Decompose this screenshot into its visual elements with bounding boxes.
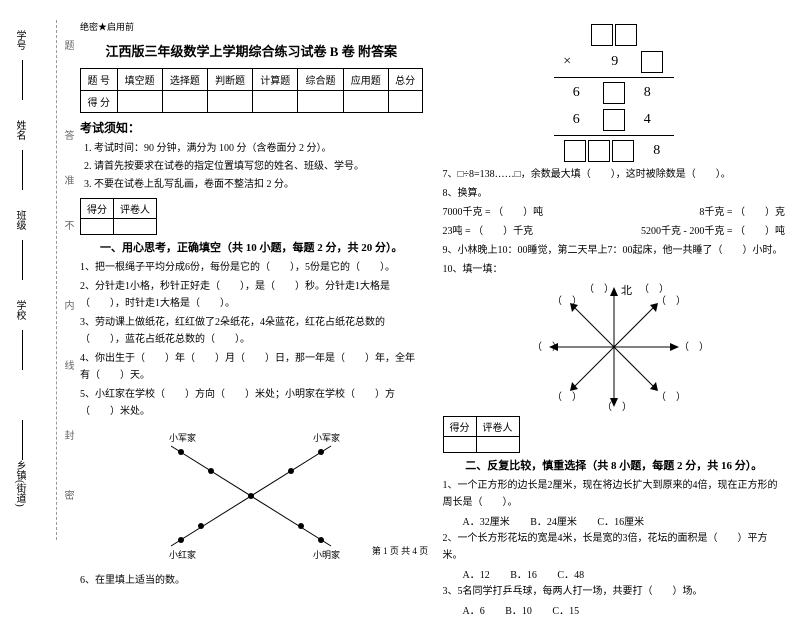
digit-box (615, 24, 637, 46)
score-label: 得分 (81, 199, 114, 219)
s2q1-opts: A．32厘米 B．24厘米 C．16厘米 (463, 513, 786, 528)
th: 填空题 (117, 69, 162, 91)
q5: 5、小红家在学校（ ）方向（ ）米处；小明家在学校（ ）方（ ）米处。 (80, 386, 423, 420)
score-table: 题 号 填空题 选择题 判断题 计算题 综合题 应用题 总分 得 分 (80, 68, 423, 113)
digit-box (603, 82, 625, 104)
right-column: × 9 6 8 6 4 8 7、□÷8=138……□，余数最大填（ ），这时被除… (443, 20, 786, 617)
s2q3-opts: A．6 B．10 C．15 (463, 602, 786, 617)
svg-text:（ ）: （ ） (552, 391, 582, 403)
compass-diagram: 北 （ ）（ ） （ ）（ ） （ ）（ ） （ ）（ ） （ ） (524, 282, 704, 412)
mark: 内 (60, 300, 75, 310)
q4: 4、你出生于（ ）年（ ）月（ ）日，那一年是（ ）年，全年有（ ）天。 (80, 350, 423, 384)
section-score-table: 得分评卷人 (80, 198, 157, 235)
field-xiangzhen: 乡镇(街道) (12, 460, 27, 507)
notice-list: 考试时间：90 分钟，满分为 100 分（含卷面分 2 分）。 请首先按要求在试… (94, 140, 423, 194)
mark: 题 (60, 40, 75, 50)
binding-dashed-line (56, 20, 57, 540)
field-line (22, 60, 23, 100)
mark: 准 (60, 175, 75, 185)
page-footer: 第 1 页 共 4 页 (0, 544, 800, 557)
field-xingming: 姓名 (12, 120, 27, 140)
mark: 封 (60, 430, 75, 440)
digit-box (588, 140, 610, 162)
svg-text:（ ）: （ ） (552, 295, 582, 307)
q3: 3、劳动课上做纸花，红红做了2朵纸花，4朵蓝花，红花占纸花总数的（ ），蓝花占纸… (80, 314, 423, 348)
notice-item: 不要在试卷上乱写乱画，卷面不整洁扣 2 分。 (94, 176, 423, 194)
q8c: 23吨 = （ ）千克 (443, 223, 534, 240)
digit-box (603, 109, 625, 131)
field-line (22, 420, 23, 460)
th: 判断题 (207, 69, 252, 91)
score-label: 得分 (443, 417, 476, 437)
digit-box (564, 140, 586, 162)
q8d: 5200千克 - 200千克 = （ ）吨 (641, 223, 785, 240)
binding-margin: 题 答 准 不 内 线 封 密 学号 姓名 班级 学校 乡镇(街道) (8, 0, 73, 565)
mark: 答 (60, 130, 75, 140)
th: 题 号 (81, 69, 118, 91)
calc-rule (554, 77, 674, 78)
field-line (22, 150, 23, 190)
grader-label: 评卷人 (114, 199, 157, 219)
digit-box (612, 140, 634, 162)
exam-title: 江西版三年级数学上学期综合练习试卷 B 卷 附答案 (80, 41, 423, 60)
field-xuehao: 学号 (12, 30, 27, 50)
svg-text:（ ）: （ ） (656, 391, 686, 403)
q8: 8、换算。 (443, 185, 786, 202)
q8a: 7000千克 = （ ）吨 (443, 204, 544, 221)
q7: 7、□÷8=138……□，余数最大填（ ），这时被除数是（ ）。 (443, 166, 786, 183)
section1-title: 一、用心思考，正确填空（共 10 小题，每题 2 分，共 20 分）。 (80, 239, 423, 255)
field-line (22, 330, 23, 370)
mark: 线 (60, 360, 75, 370)
digit-box (591, 24, 613, 46)
q1: 1、把一根绳子平均分成6份，每份是它的（ ），5份是它的（ ）。 (80, 259, 423, 276)
grader-label: 评卷人 (476, 417, 519, 437)
svg-text:（ ）: （ ） (656, 295, 686, 307)
multiplication-problem: × 9 6 8 6 4 8 (443, 23, 786, 163)
left-column: 绝密★启用前 江西版三年级数学上学期综合练习试卷 B 卷 附答案 题 号 填空题… (80, 20, 423, 617)
svg-text:（ ）: （ ） (602, 401, 632, 412)
notice-item: 请首先按要求在试卷的指定位置填写您的姓名、班级、学号。 (94, 158, 423, 176)
svg-text:（ ）: （ ） (584, 283, 614, 295)
table-row: 题 号 填空题 选择题 判断题 计算题 综合题 应用题 总分 (81, 69, 423, 91)
s2q2-opts: A．12 B．16 C．48 (463, 566, 786, 581)
mark: 密 (60, 490, 75, 500)
field-line (22, 240, 23, 280)
s2q1: 1、一个正方形的边长是2厘米，现在将边长扩大到原来的4倍，现在正方形的周长是（ … (443, 477, 786, 511)
secrecy-label: 绝密★启用前 (80, 20, 423, 33)
q6: 6、在里填上适当的数。 (80, 572, 423, 589)
north-label: 北 (621, 284, 632, 297)
th: 选择题 (162, 69, 207, 91)
q9: 9、小林晚上10：00睡觉，第二天早上7：00起床，他一共睡了（ ）小时。 (443, 242, 786, 259)
svg-text:（ ）: （ ） (532, 341, 562, 353)
q8-row: 23吨 = （ ）千克 5200千克 - 200千克 = （ ）吨 (443, 223, 786, 240)
notice-item: 考试时间：90 分钟，满分为 100 分（含卷面分 2 分）。 (94, 140, 423, 158)
field-banji: 班级 (12, 210, 27, 230)
svg-text:（ ）: （ ） (639, 283, 669, 295)
digit-box (641, 51, 663, 73)
q10: 10、填一填： (443, 261, 786, 278)
mark: 不 (60, 220, 75, 230)
notice-title: 考试须知： (80, 119, 423, 136)
th: 综合题 (298, 69, 343, 91)
page-content: 绝密★启用前 江西版三年级数学上学期综合练习试卷 B 卷 附答案 题 号 填空题… (80, 20, 785, 617)
q8-row: 7000千克 = （ ）吨 8千克 = （ ）克 (443, 204, 786, 221)
field-xuexiao: 学校 (12, 300, 27, 320)
th: 应用题 (343, 69, 388, 91)
table-row: 得 分 (81, 91, 423, 113)
calc-rule (554, 135, 674, 136)
row-label: 得 分 (81, 91, 118, 113)
label-tr: 小军家 (313, 432, 340, 443)
th: 总分 (388, 69, 422, 91)
s2q3: 3、5名同学打乒乓球，每两人打一场，共要打（ ）场。 (443, 583, 786, 600)
q2: 2、分针走1小格，秒针正好走（ ），是（ ）秒。分针走1大格是（ ），时针走1大… (80, 278, 423, 312)
q8b: 8千克 = （ ）克 (699, 204, 785, 221)
section-score-table: 得分评卷人 (443, 416, 520, 453)
svg-text:（ ）: （ ） (679, 341, 704, 353)
th: 计算题 (253, 69, 298, 91)
label-tl: 小军家 (169, 432, 196, 443)
section2-title: 二、反复比较，慎重选择（共 8 小题，每题 2 分，共 16 分）。 (443, 457, 786, 473)
